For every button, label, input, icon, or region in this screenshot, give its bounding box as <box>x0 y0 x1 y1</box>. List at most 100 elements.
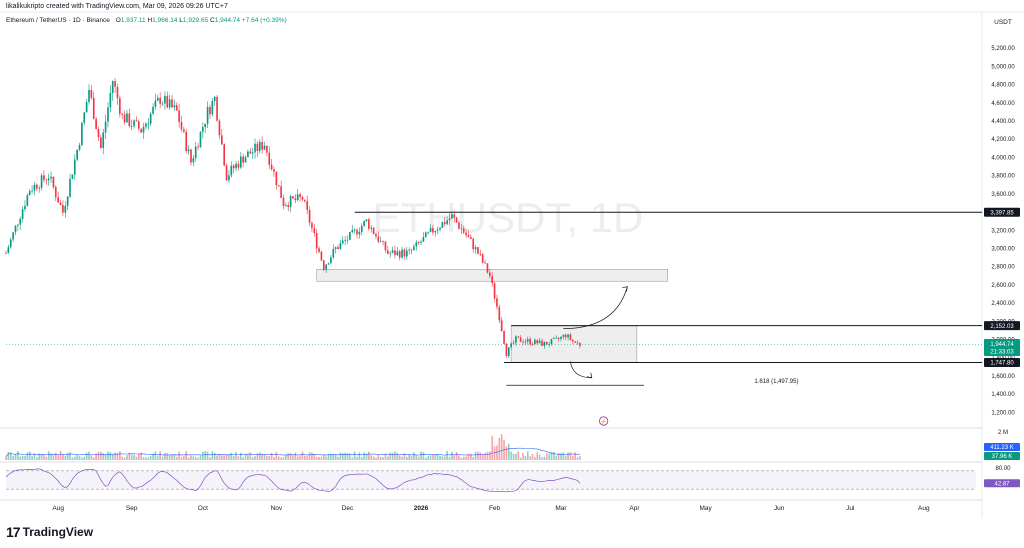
volume-bar <box>211 451 214 460</box>
time-tick-label: Jun <box>774 505 785 512</box>
candle-body <box>311 222 313 229</box>
candle-body <box>97 129 100 138</box>
volume-bar <box>484 452 486 460</box>
volume-bar <box>102 453 105 460</box>
candle-body <box>237 163 240 168</box>
volume-bar <box>531 454 534 460</box>
rsi-band <box>6 470 976 490</box>
volume-bar <box>81 457 83 460</box>
candle-body <box>387 250 389 254</box>
candle-body <box>339 243 342 249</box>
volume-bar <box>59 451 62 460</box>
candle-body <box>360 226 363 232</box>
volume-bar <box>128 452 131 460</box>
volume-bar <box>569 452 572 460</box>
volume-bar <box>111 454 114 460</box>
candle-body <box>408 249 411 251</box>
candle-body <box>173 105 176 108</box>
volume-bar <box>306 456 309 460</box>
candle-body <box>424 232 427 238</box>
volume-bar <box>576 457 579 460</box>
volume-bar <box>413 452 415 460</box>
volume-bar <box>415 454 418 460</box>
candle-body <box>413 246 415 251</box>
volume-bar <box>282 456 285 460</box>
volume-bar <box>43 454 45 460</box>
price-tick-label: 5,000.00 <box>991 64 1015 70</box>
candle-body <box>420 241 422 243</box>
price-tick-label: 1,400.00 <box>991 392 1015 398</box>
candle-body <box>92 97 95 119</box>
candle-body <box>363 221 365 227</box>
candle-body <box>306 201 309 211</box>
volume-bar <box>460 457 463 460</box>
volume-bar <box>100 451 102 460</box>
candle-body <box>187 149 190 152</box>
projection-arrow[interactable] <box>570 361 592 379</box>
price-tick-label: 3,800.00 <box>991 174 1015 180</box>
tradingview-logo[interactable]: 17 TradingView <box>6 524 93 540</box>
candle-body <box>422 237 425 242</box>
volume-bar <box>320 456 323 460</box>
volume-bar <box>175 456 178 460</box>
candle-body <box>526 339 529 342</box>
candle-body <box>515 336 517 343</box>
volume-bar <box>12 456 14 460</box>
volume-bar <box>57 455 60 460</box>
candle-body <box>21 209 24 219</box>
volume-bar <box>145 457 147 460</box>
volume-bar <box>493 446 496 460</box>
last-price-label: 1,944.74 <box>990 342 1014 348</box>
price-tick-label: 2,800.00 <box>991 265 1015 271</box>
event-marker[interactable] <box>599 416 609 426</box>
volume-bar <box>574 452 577 460</box>
symbol-title[interactable]: Ethereum / TetherUS · 1D · Binance <box>6 17 110 24</box>
candle-body <box>301 197 304 200</box>
candle-body <box>512 342 515 344</box>
level-price-label: 3,397.85 <box>990 210 1014 216</box>
candle-body <box>524 341 527 343</box>
candle-body <box>156 97 159 101</box>
candle-body <box>541 340 543 346</box>
volume-bar <box>517 451 520 460</box>
price-tick-label: 3,600.00 <box>991 192 1015 198</box>
candle-body <box>38 187 41 189</box>
volume-bar <box>401 456 403 460</box>
time-tick-label: Aug <box>918 505 930 512</box>
volume-bar <box>173 454 176 460</box>
volume-bar <box>180 457 183 460</box>
candle-body <box>344 239 346 241</box>
volume-bar <box>147 457 150 460</box>
candle-body <box>368 219 370 229</box>
candle-body <box>194 146 197 159</box>
candle-body <box>507 347 510 357</box>
volume-bar <box>228 454 230 460</box>
candle-body <box>536 339 539 344</box>
candle-body <box>531 343 534 345</box>
volume-bar <box>275 451 278 460</box>
candle-body <box>564 334 567 338</box>
volume-bar <box>7 451 10 460</box>
volume-bar <box>436 454 439 460</box>
candle-body <box>114 80 116 87</box>
candle-body <box>154 100 157 107</box>
candle-body <box>66 196 69 206</box>
open-value: 1,937.11 <box>120 17 146 24</box>
candle-body <box>242 156 244 163</box>
candle-body <box>178 110 180 122</box>
projection-arrow[interactable] <box>563 286 628 329</box>
volume-bar <box>54 452 57 460</box>
volume-bar <box>249 452 252 460</box>
candle-body <box>403 249 406 257</box>
volume-bar <box>268 456 271 460</box>
volume-bar <box>405 456 408 460</box>
volume-bar <box>237 456 240 460</box>
rsi-value-label: 42.87 <box>994 481 1010 487</box>
time-tick-label: Sep <box>126 505 138 512</box>
candle-body <box>322 260 325 270</box>
price-tick-label: 3,200.00 <box>991 228 1015 234</box>
volume-bar <box>315 456 318 460</box>
volume-bar <box>462 456 465 460</box>
candle-body <box>484 262 486 264</box>
